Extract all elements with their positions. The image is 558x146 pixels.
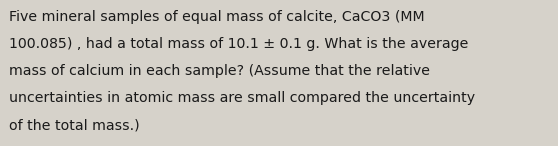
Text: of the total mass.): of the total mass.) — [9, 118, 140, 132]
Text: mass of calcium in each sample? (Assume that the relative: mass of calcium in each sample? (Assume … — [9, 64, 430, 78]
Text: 100.085) , had a total mass of 10.1 ± 0.1 g. What is the average: 100.085) , had a total mass of 10.1 ± 0.… — [9, 37, 468, 51]
Text: uncertainties in atomic mass are small compared the uncertainty: uncertainties in atomic mass are small c… — [9, 91, 475, 105]
Text: Five mineral samples of equal mass of calcite, CaCO3 (MM: Five mineral samples of equal mass of ca… — [9, 10, 425, 24]
